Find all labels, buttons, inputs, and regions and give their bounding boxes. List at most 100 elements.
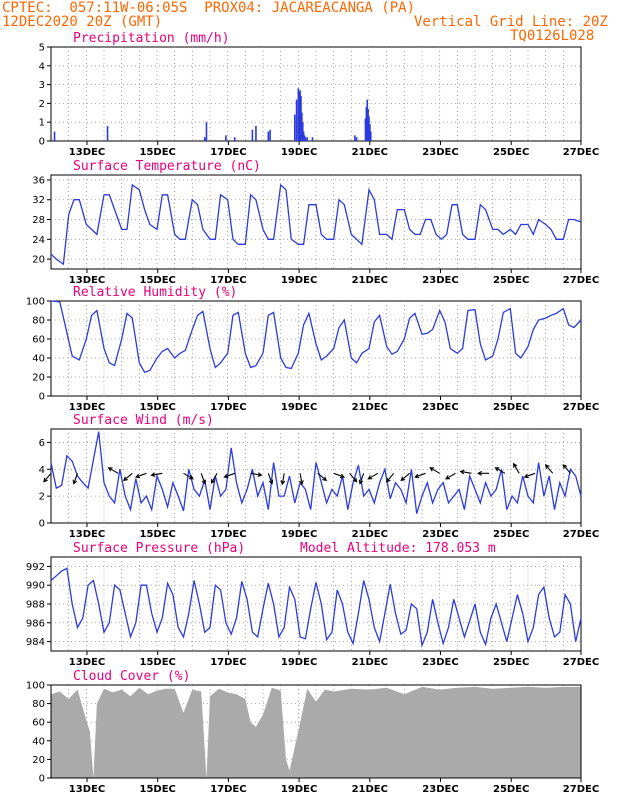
x-tick-label: 27DEC bbox=[563, 784, 599, 795]
y-tick-label: 992 bbox=[26, 562, 45, 573]
x-tick-label: 25DEC bbox=[493, 657, 529, 668]
series-line bbox=[50, 183, 582, 266]
x-tick-label: 17DEC bbox=[210, 784, 246, 795]
precip-bar bbox=[205, 122, 208, 141]
wind-direction-arrow bbox=[358, 473, 365, 485]
y-tick-label: 20 bbox=[32, 255, 45, 266]
x-tick-label: 19DEC bbox=[281, 657, 317, 668]
x-tick-label: 21DEC bbox=[352, 402, 388, 413]
x-tick-label: 25DEC bbox=[493, 402, 529, 413]
precip-bar bbox=[367, 109, 369, 141]
y-tick-label: 0 bbox=[39, 137, 45, 148]
series-line bbox=[50, 300, 582, 374]
wind-direction-arrow bbox=[349, 472, 358, 483]
wind-direction-arrow bbox=[299, 473, 304, 486]
x-tick-label: 17DEC bbox=[210, 657, 246, 668]
x-tick-label: 25DEC bbox=[493, 529, 529, 540]
x-tick-label: 13DEC bbox=[69, 529, 105, 540]
x-tick-label: 25DEC bbox=[493, 784, 529, 795]
wind-direction-arrow bbox=[122, 472, 133, 482]
x-tick-label: 13DEC bbox=[69, 657, 105, 668]
wind-direction-arrow bbox=[183, 472, 195, 480]
y-tick-label: 984 bbox=[26, 637, 45, 648]
panel-subtitle: Model Altitude: 178.053 m bbox=[300, 541, 496, 556]
wind-direction-arrow bbox=[445, 472, 456, 480]
x-tick-label: 17DEC bbox=[210, 147, 246, 158]
x-tick-label: 17DEC bbox=[210, 529, 246, 540]
panel-title: Surface Pressure (hPa) bbox=[73, 541, 245, 556]
cloud-cover-area bbox=[51, 686, 581, 778]
y-tick-label: 24 bbox=[32, 235, 45, 246]
panel-3: Surface Wind (m/s) 0 2 4 6 13DEC 15DEC 17DEC 19D… bbox=[39, 413, 600, 540]
y-tick-label: 0 bbox=[39, 519, 45, 530]
header-date-line: 12DEC2020 20Z (GMT) bbox=[2, 14, 163, 30]
precip-bar bbox=[369, 124, 371, 141]
x-tick-label: 23DEC bbox=[422, 402, 458, 413]
wind-direction-arrow bbox=[134, 472, 147, 479]
precip-bar bbox=[225, 135, 227, 141]
wind-direction-arrow bbox=[43, 472, 52, 483]
wind-direction-arrow bbox=[385, 472, 395, 483]
precip-bar bbox=[295, 99, 298, 141]
header-station-line: CPTEC: 057:11W-06:05S PROX04: JACAREACAN… bbox=[2, 0, 416, 16]
precip-bar bbox=[251, 129, 254, 141]
wind-direction-arrow bbox=[367, 472, 379, 480]
y-tick-label: 36 bbox=[32, 175, 45, 186]
y-tick-label: 60 bbox=[32, 718, 45, 729]
x-tick-label: 23DEC bbox=[422, 657, 458, 668]
x-tick-label: 21DEC bbox=[352, 529, 388, 540]
precip-bar bbox=[106, 125, 109, 141]
x-tick-label: 13DEC bbox=[69, 784, 105, 795]
x-tick-label: 13DEC bbox=[69, 147, 105, 158]
x-tick-label: 27DEC bbox=[563, 147, 599, 158]
x-tick-label: 27DEC bbox=[563, 275, 599, 286]
precip-bar bbox=[294, 114, 296, 141]
precip-bar bbox=[299, 90, 301, 141]
x-tick-label: 21DEC bbox=[352, 657, 388, 668]
y-tick-label: 80 bbox=[32, 699, 45, 710]
wind-direction-arrow bbox=[107, 467, 119, 474]
precip-bar bbox=[364, 118, 367, 141]
plot-frame-overlay bbox=[50, 684, 582, 779]
x-tick-label: 15DEC bbox=[140, 275, 176, 286]
x-tick-label: 23DEC bbox=[422, 529, 458, 540]
y-tick-label: 20 bbox=[32, 373, 45, 384]
precip-bar bbox=[255, 125, 257, 141]
y-tick-label: 20 bbox=[32, 755, 45, 766]
precip-bar bbox=[311, 137, 314, 141]
precip-bar bbox=[301, 122, 304, 141]
precip-bar bbox=[269, 129, 271, 141]
wind-direction-arrow bbox=[400, 472, 410, 482]
panel-title: Relative Humidity (%) bbox=[73, 285, 237, 300]
y-tick-label: 100 bbox=[26, 297, 45, 308]
wind-direction-arrow bbox=[414, 472, 426, 479]
x-tick-label: 19DEC bbox=[281, 147, 317, 158]
x-tick-label: 27DEC bbox=[563, 402, 599, 413]
precip-bar bbox=[355, 137, 358, 141]
precip-bar bbox=[365, 107, 368, 141]
y-tick-label: 4 bbox=[39, 61, 45, 72]
y-tick-label: 1 bbox=[39, 118, 45, 129]
precip-bar bbox=[233, 137, 236, 141]
wind-direction-arrow bbox=[250, 472, 263, 478]
precip-bar bbox=[267, 131, 270, 141]
x-tick-label: 15DEC bbox=[140, 784, 176, 795]
y-tick-label: 80 bbox=[32, 316, 45, 327]
wind-direction-arrow bbox=[210, 473, 218, 484]
x-tick-label: 17DEC bbox=[210, 402, 246, 413]
y-tick-label: 4 bbox=[39, 465, 45, 476]
wind-direction-arrow bbox=[280, 473, 286, 486]
y-tick-label: 100 bbox=[26, 681, 45, 692]
x-tick-label: 19DEC bbox=[281, 402, 317, 413]
y-tick-label: 28 bbox=[32, 215, 45, 226]
wind-direction-arrow bbox=[429, 467, 440, 474]
wind-direction-arrow bbox=[523, 472, 536, 479]
precip-bar bbox=[306, 137, 308, 141]
wind-direction-arrow bbox=[562, 464, 571, 474]
y-tick-label: 6 bbox=[39, 438, 45, 449]
panel-title: Surface Wind (m/s) bbox=[73, 413, 214, 428]
header-grid-note: Vertical Grid Line: 20Z bbox=[414, 14, 608, 30]
panel-1: Surface Temperature (nC) 20 24 28 32 36 13DEC 1… bbox=[32, 159, 599, 286]
y-tick-label: 3 bbox=[39, 80, 45, 91]
